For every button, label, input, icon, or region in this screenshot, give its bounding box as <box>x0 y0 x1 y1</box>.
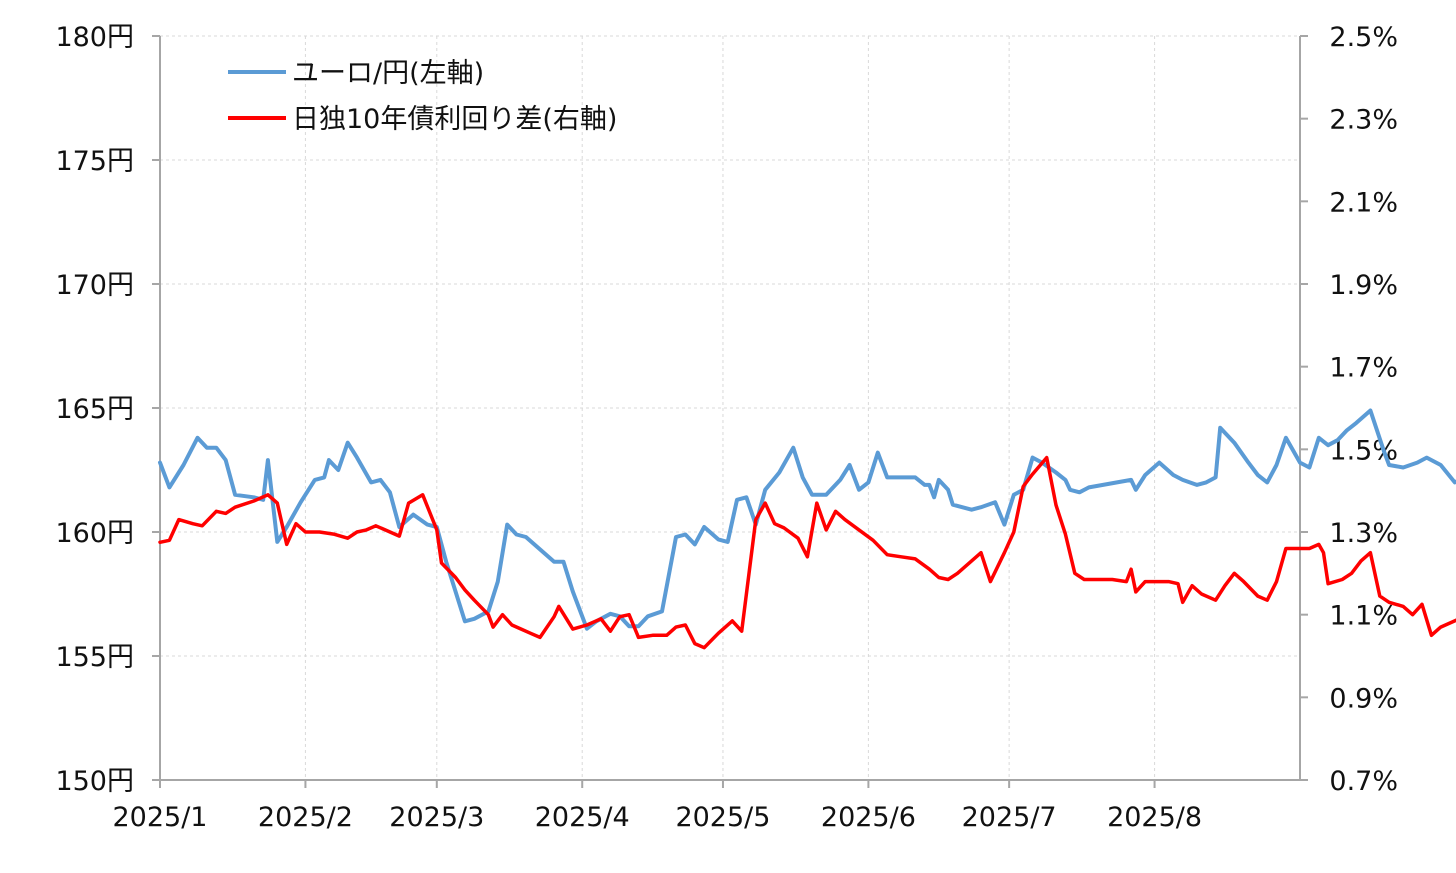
series-lines <box>158 408 1456 650</box>
tick-labels: 150円 155円 160円 165円 170円 175円 180円 2025/1 2025/2… <box>55 22 1398 833</box>
left-tick-label: 170円 <box>55 270 134 301</box>
right-tick-label: 1.1% <box>1329 601 1398 632</box>
x-tick-label: 2025/3 <box>389 802 484 833</box>
yield-spread-line <box>158 455 1456 650</box>
x-tick-label: 2025/2 <box>258 802 353 833</box>
right-tick-label: 1.9% <box>1329 270 1398 301</box>
left-tick-label: 180円 <box>55 22 134 53</box>
right-tick-label: 2.1% <box>1329 187 1398 218</box>
x-tick-label: 2025/6 <box>821 802 916 833</box>
left-tick-label: 155円 <box>55 642 134 673</box>
right-tick-label: 2.3% <box>1329 105 1398 136</box>
left-tick-label: 160円 <box>55 518 134 549</box>
axes <box>152 35 1308 788</box>
left-tick-label: 175円 <box>55 146 134 177</box>
x-tick-label: 2025/8 <box>1107 802 1202 833</box>
x-tick-label: 2025/1 <box>113 802 208 833</box>
left-tick-label: 150円 <box>55 766 134 797</box>
right-tick-label: 1.7% <box>1329 353 1398 384</box>
right-tick-label: 1.3% <box>1329 518 1398 549</box>
x-tick-label: 2025/7 <box>962 802 1057 833</box>
gridlines <box>160 35 1300 780</box>
legend: ユーロ/円(左軸) 日独10年債利回り差(右軸) <box>228 58 617 135</box>
right-tick-label: 2.5% <box>1329 22 1398 53</box>
right-tick-label: 0.9% <box>1329 683 1398 714</box>
x-tick-label: 2025/5 <box>675 802 770 833</box>
legend-label: ユーロ/円(左軸) <box>292 58 484 89</box>
legend-label: 日独10年債利回り差(右軸) <box>292 104 617 135</box>
x-tick-label: 2025/4 <box>535 802 630 833</box>
left-tick-label: 165円 <box>55 394 134 425</box>
eur-jpy-line <box>158 408 1456 631</box>
right-tick-label: 0.7% <box>1329 766 1398 797</box>
